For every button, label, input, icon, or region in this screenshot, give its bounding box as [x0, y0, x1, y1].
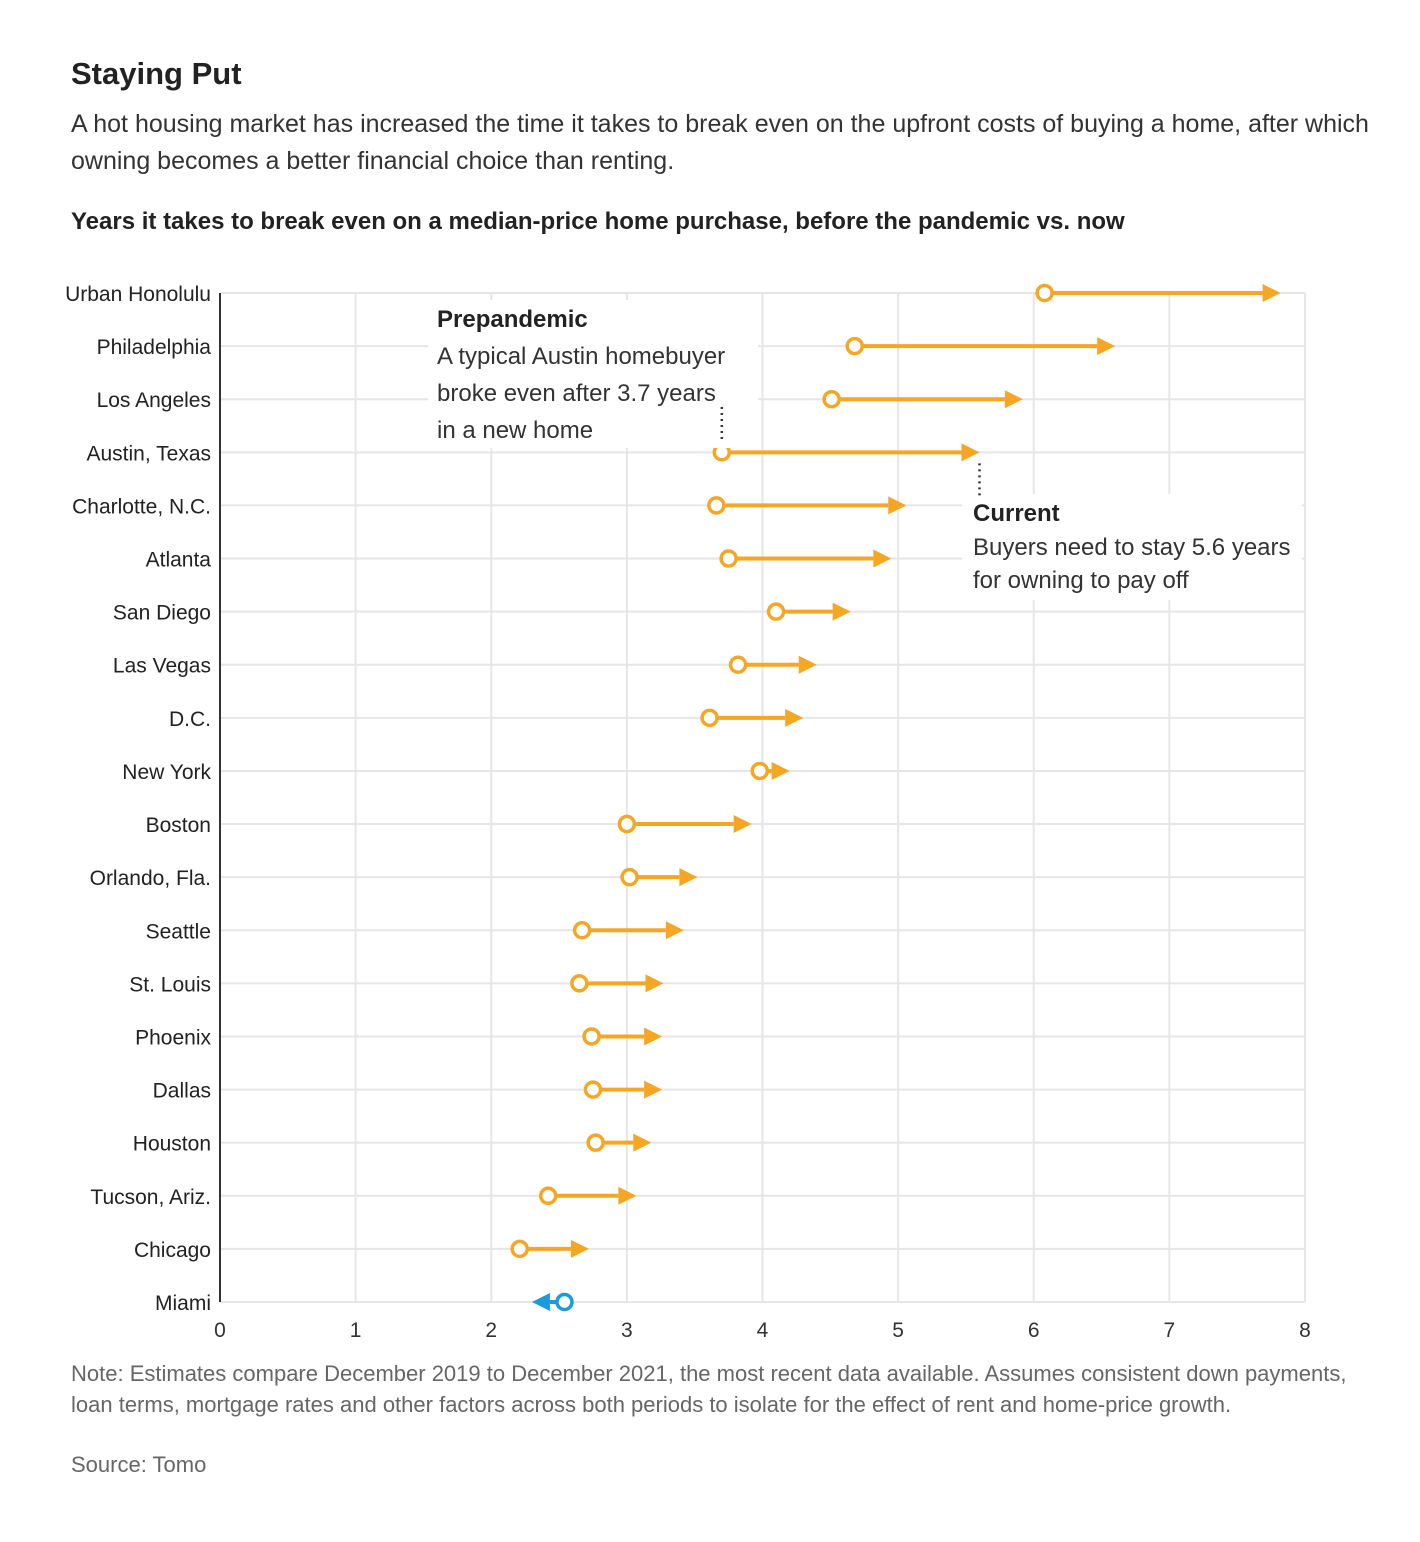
chart-note: Note: Estimates compare December 2019 to… — [71, 1361, 1347, 1417]
prepandemic-marker — [728, 655, 748, 674]
prepandemic-marker — [700, 708, 719, 728]
current-arrowhead — [665, 921, 684, 940]
city-label: Chicago — [134, 1239, 211, 1262]
chart-title: Years it takes to break even on a median… — [71, 208, 1125, 235]
city-label: Atlanta — [146, 549, 212, 572]
prepandemic-marker — [620, 867, 639, 887]
city-label: San Diego — [113, 602, 211, 625]
current-arrowhead — [961, 443, 980, 462]
prepandemic-marker — [1035, 283, 1054, 303]
current-arrowhead — [618, 1186, 637, 1205]
x-tick-label: 0 — [214, 1319, 226, 1342]
annotation-prepandemic-text: in a new home — [437, 417, 593, 444]
prepandemic-marker — [822, 389, 841, 409]
current-arrowhead — [832, 602, 851, 621]
x-tick-label: 8 — [1299, 1319, 1311, 1342]
current-arrowhead — [873, 549, 892, 568]
prepandemic-marker — [572, 921, 592, 940]
prepandemic-marker — [582, 1027, 601, 1046]
current-arrowhead — [888, 496, 907, 515]
prepandemic-marker — [750, 761, 770, 781]
annotation-prepandemic-text: A typical Austin homebuyer — [437, 343, 725, 370]
prepandemic-marker — [707, 496, 726, 515]
prepandemic-marker — [586, 1133, 605, 1152]
prepandemic-marker — [719, 549, 738, 568]
current-arrowhead — [633, 1133, 652, 1152]
city-label: Boston — [146, 814, 211, 837]
annotation-current-heading: Current — [973, 500, 1060, 527]
x-tick-label: 4 — [757, 1319, 769, 1342]
city-label: D.C. — [169, 708, 211, 731]
current-arrowhead — [1004, 390, 1023, 409]
chart-source: Source: Tomo — [71, 1452, 207, 1477]
annotation-background — [962, 494, 1302, 600]
current-arrowhead — [1262, 284, 1281, 302]
x-tick-label: 6 — [1028, 1319, 1040, 1342]
annotation-current-text: Buyers need to stay 5.6 years — [973, 534, 1291, 561]
annotation-current-text: for owning to pay off — [973, 567, 1189, 594]
page-subtitle: A hot housing market has increased the t… — [71, 110, 1369, 175]
prepandemic-marker — [845, 336, 864, 356]
annotation-background — [428, 300, 758, 448]
current-arrowhead — [644, 1027, 663, 1046]
current-arrowhead — [1097, 337, 1116, 356]
city-label: Miami — [155, 1292, 211, 1315]
prepandemic-marker — [570, 974, 589, 993]
current-arrowhead — [645, 974, 664, 993]
city-label: Urban Honolulu — [65, 283, 211, 306]
current-arrowhead — [644, 1080, 663, 1099]
city-label: Las Vegas — [113, 655, 211, 678]
x-tick-label: 7 — [1164, 1319, 1176, 1342]
city-label: St. Louis — [129, 973, 211, 996]
prepandemic-marker — [510, 1239, 529, 1259]
city-label: Orlando, Fla. — [90, 867, 211, 890]
annotation-prepandemic-text: broke even after 3.7 years — [437, 380, 716, 407]
city-label: Houston — [133, 1133, 211, 1156]
current-arrowhead — [679, 868, 698, 887]
city-label: Tucson, Ariz. — [90, 1186, 211, 1209]
city-label: Los Angeles — [97, 389, 211, 412]
city-label: Dallas — [153, 1080, 211, 1103]
city-label: Philadelphia — [97, 336, 212, 359]
x-tick-label: 3 — [621, 1319, 633, 1342]
current-arrowhead — [570, 1239, 589, 1258]
current-arrowhead — [771, 761, 790, 780]
city-label: Charlotte, N.C. — [72, 495, 211, 518]
x-tick-label: 2 — [485, 1319, 497, 1342]
x-tick-label: 5 — [892, 1319, 904, 1342]
current-arrowhead — [798, 655, 817, 674]
city-label: Phoenix — [135, 1026, 211, 1049]
city-label: Seattle — [146, 920, 211, 943]
current-arrowhead — [733, 815, 752, 834]
prepandemic-marker — [555, 1292, 574, 1312]
current-arrowhead — [531, 1293, 550, 1311]
current-arrowhead — [785, 708, 804, 727]
annotation-prepandemic-heading: Prepandemic — [437, 306, 588, 333]
page-title: Staying Put — [71, 56, 242, 91]
city-label: New York — [122, 761, 211, 784]
x-tick-label: 1 — [350, 1319, 362, 1342]
prepandemic-marker — [538, 1186, 558, 1206]
city-label: Austin, Texas — [86, 442, 211, 465]
prepandemic-marker — [766, 602, 786, 621]
prepandemic-marker — [583, 1080, 603, 1099]
prepandemic-marker — [617, 814, 637, 834]
